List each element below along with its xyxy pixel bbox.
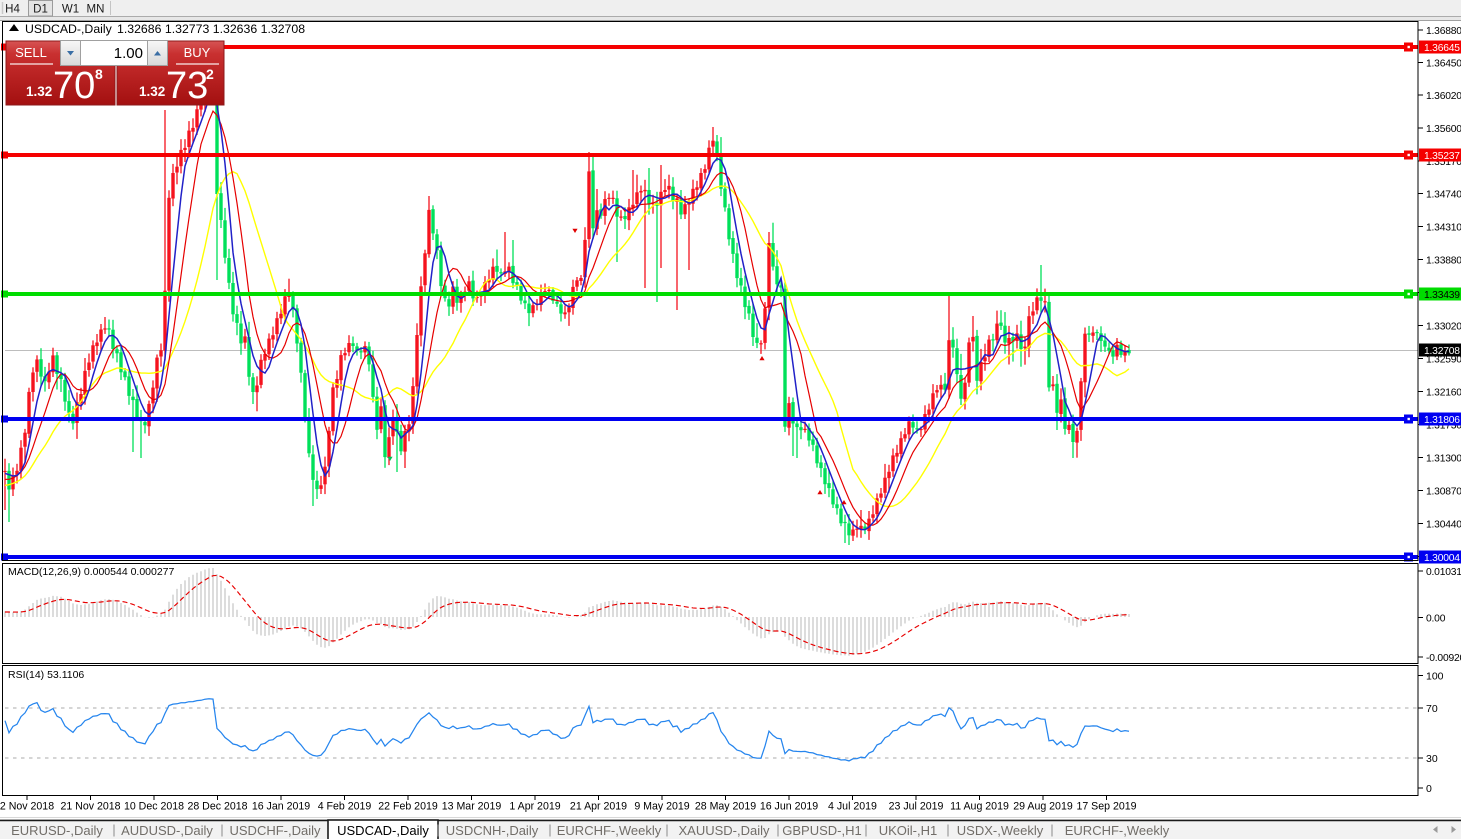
svg-text:1.36450: 1.36450 bbox=[1426, 58, 1461, 69]
svg-text:W1: W1 bbox=[62, 4, 79, 16]
svg-text:1.31300: 1.31300 bbox=[1426, 453, 1461, 464]
svg-text:4 Feb 2019: 4 Feb 2019 bbox=[318, 801, 372, 813]
svg-text:16 Jan 2019: 16 Jan 2019 bbox=[252, 801, 310, 813]
svg-text:23 Jul 2019: 23 Jul 2019 bbox=[889, 801, 944, 813]
svg-text:1.35600: 1.35600 bbox=[1426, 124, 1461, 135]
svg-text:|: | bbox=[436, 823, 439, 837]
svg-text:1.31730: 1.31730 bbox=[1426, 420, 1461, 431]
svg-text:RSI(14) 53.1106: RSI(14) 53.1106 bbox=[8, 669, 84, 681]
svg-text:13 Mar 2019: 13 Mar 2019 bbox=[442, 801, 502, 813]
svg-text:1.31806: 1.31806 bbox=[1424, 415, 1460, 426]
svg-text:-0.009203: -0.009203 bbox=[1426, 653, 1461, 664]
svg-text:SELL: SELL bbox=[15, 45, 47, 60]
svg-text:16 Jun 2019: 16 Jun 2019 bbox=[760, 801, 818, 813]
svg-text:1.35237: 1.35237 bbox=[1424, 151, 1460, 162]
svg-text:GBPUSD-,H1: GBPUSD-,H1 bbox=[782, 823, 861, 838]
svg-text:USDX-,Weekly: USDX-,Weekly bbox=[957, 823, 1044, 838]
svg-text:1.36880: 1.36880 bbox=[1426, 26, 1461, 37]
svg-text:30: 30 bbox=[1426, 753, 1438, 765]
svg-text:21 Apr 2019: 21 Apr 2019 bbox=[570, 801, 627, 813]
svg-text:17 Sep 2019: 17 Sep 2019 bbox=[1076, 801, 1136, 813]
svg-text:8: 8 bbox=[95, 66, 103, 82]
svg-text:4 Jul 2019: 4 Jul 2019 bbox=[828, 801, 877, 813]
svg-text:1 Apr 2019: 1 Apr 2019 bbox=[509, 801, 560, 813]
svg-text:EURUSD-,Daily: EURUSD-,Daily bbox=[11, 823, 103, 838]
svg-text:1.30440: 1.30440 bbox=[1426, 519, 1461, 530]
svg-text:70: 70 bbox=[1426, 703, 1438, 715]
svg-text:MACD(12,26,9) 0.000544 0.00027: MACD(12,26,9) 0.000544 0.000277 bbox=[8, 566, 175, 578]
svg-text:D1: D1 bbox=[33, 4, 48, 16]
svg-text:USDCAD-,Daily: USDCAD-,Daily bbox=[25, 22, 113, 36]
svg-text:11 Aug 2019: 11 Aug 2019 bbox=[950, 801, 1009, 813]
svg-text:1.30870: 1.30870 bbox=[1426, 486, 1461, 497]
svg-text:22 Feb 2019: 22 Feb 2019 bbox=[378, 801, 438, 813]
svg-text:0.010311: 0.010311 bbox=[1426, 567, 1461, 578]
svg-text:|: | bbox=[665, 823, 668, 837]
svg-text:1.32590: 1.32590 bbox=[1426, 354, 1461, 365]
svg-text:28 Dec 2018: 28 Dec 2018 bbox=[187, 801, 247, 813]
svg-text:1.34740: 1.34740 bbox=[1426, 189, 1461, 200]
svg-text:73: 73 bbox=[166, 65, 208, 107]
svg-text:1.36020: 1.36020 bbox=[1426, 91, 1461, 102]
svg-text:|: | bbox=[220, 823, 223, 837]
svg-text:0.00: 0.00 bbox=[1426, 613, 1446, 624]
svg-text:10 Dec 2018: 10 Dec 2018 bbox=[124, 801, 184, 813]
svg-text:1.34310: 1.34310 bbox=[1426, 222, 1461, 233]
svg-text:|: | bbox=[1050, 823, 1053, 837]
svg-text:USDCNH-,Daily: USDCNH-,Daily bbox=[446, 823, 539, 838]
svg-text:XAUUSD-,Daily: XAUUSD-,Daily bbox=[678, 823, 770, 838]
svg-text:|: | bbox=[548, 823, 551, 837]
svg-text:1.32: 1.32 bbox=[26, 84, 52, 99]
svg-text:1.00: 1.00 bbox=[114, 45, 143, 62]
svg-text:1.32708: 1.32708 bbox=[1424, 346, 1460, 357]
svg-text:1.32: 1.32 bbox=[139, 84, 165, 99]
svg-text:UKOil-,H1: UKOil-,H1 bbox=[879, 823, 938, 838]
svg-text:USDCHF-,Daily: USDCHF-,Daily bbox=[230, 823, 322, 838]
svg-text:|: | bbox=[776, 823, 779, 837]
svg-text:29 Aug 2019: 29 Aug 2019 bbox=[1013, 801, 1073, 813]
svg-text:1.33439: 1.33439 bbox=[1424, 290, 1460, 301]
svg-text:EURCHF-,Weekly: EURCHF-,Weekly bbox=[1065, 823, 1170, 838]
svg-text:1.32160: 1.32160 bbox=[1426, 387, 1461, 398]
svg-text:21 Nov 2018: 21 Nov 2018 bbox=[60, 801, 120, 813]
svg-text:0: 0 bbox=[1426, 783, 1432, 795]
svg-text:1.32686 1.32773 1.32636 1.3270: 1.32686 1.32773 1.32636 1.32708 bbox=[117, 22, 305, 36]
svg-text:MN: MN bbox=[87, 4, 105, 16]
svg-text:|: | bbox=[864, 823, 867, 837]
svg-text:1.33880: 1.33880 bbox=[1426, 255, 1461, 266]
svg-text:1.36645: 1.36645 bbox=[1424, 43, 1460, 54]
svg-text:|: | bbox=[946, 823, 949, 837]
svg-text:USDCAD-,Daily: USDCAD-,Daily bbox=[337, 823, 429, 838]
svg-text:70: 70 bbox=[53, 65, 95, 107]
svg-text:1.35170: 1.35170 bbox=[1426, 157, 1461, 168]
svg-text:AUDUSD-,Daily: AUDUSD-,Daily bbox=[121, 823, 213, 838]
svg-text:100: 100 bbox=[1426, 670, 1444, 682]
svg-text:EURCHF-,Weekly: EURCHF-,Weekly bbox=[557, 823, 662, 838]
svg-text:|: | bbox=[112, 823, 115, 837]
svg-text:H4: H4 bbox=[5, 4, 20, 16]
svg-text:2: 2 bbox=[206, 66, 214, 82]
svg-text:1.30004: 1.30004 bbox=[1424, 553, 1460, 564]
svg-text:BUY: BUY bbox=[184, 45, 211, 60]
svg-text:1.33020: 1.33020 bbox=[1426, 321, 1461, 332]
svg-text:9 May 2019: 9 May 2019 bbox=[634, 801, 689, 813]
svg-text:28 May 2019: 28 May 2019 bbox=[695, 801, 756, 813]
svg-text:2 Nov 2018: 2 Nov 2018 bbox=[0, 801, 54, 813]
